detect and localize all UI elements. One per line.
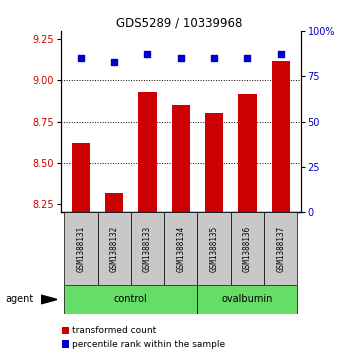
Bar — [164, 212, 198, 285]
Point — [145, 52, 150, 57]
Point — [211, 55, 217, 61]
Bar — [198, 285, 297, 314]
Text: percentile rank within the sample: percentile rank within the sample — [72, 340, 225, 348]
Text: ovalbumin: ovalbumin — [222, 294, 273, 305]
Text: control: control — [114, 294, 148, 305]
Bar — [272, 61, 290, 212]
Bar — [238, 94, 257, 212]
Bar — [198, 212, 231, 285]
Bar — [105, 192, 123, 212]
Bar — [138, 92, 157, 212]
Text: GSM1388133: GSM1388133 — [143, 225, 152, 272]
Bar — [97, 212, 131, 285]
Point — [78, 55, 84, 61]
Point — [245, 55, 250, 61]
Point — [278, 52, 284, 57]
Text: agent: agent — [5, 294, 34, 305]
Text: GSM1388134: GSM1388134 — [176, 225, 185, 272]
Point — [111, 59, 117, 65]
Bar — [131, 212, 164, 285]
Bar — [62, 340, 69, 348]
Text: GSM1388132: GSM1388132 — [110, 225, 118, 272]
Bar — [231, 212, 264, 285]
Bar — [171, 105, 190, 212]
Point — [178, 55, 184, 61]
Polygon shape — [41, 295, 57, 304]
Bar — [62, 327, 69, 334]
Text: GSM1388135: GSM1388135 — [209, 225, 219, 272]
Text: transformed count: transformed count — [72, 326, 156, 335]
Bar — [64, 285, 198, 314]
Bar — [64, 212, 97, 285]
Bar — [72, 143, 90, 212]
Text: GSM1388136: GSM1388136 — [243, 225, 252, 272]
Text: GSM1388131: GSM1388131 — [76, 225, 85, 272]
Text: GSM1388137: GSM1388137 — [276, 225, 285, 272]
Text: GDS5289 / 10339968: GDS5289 / 10339968 — [116, 16, 242, 29]
Bar — [264, 212, 297, 285]
Bar — [205, 113, 223, 212]
